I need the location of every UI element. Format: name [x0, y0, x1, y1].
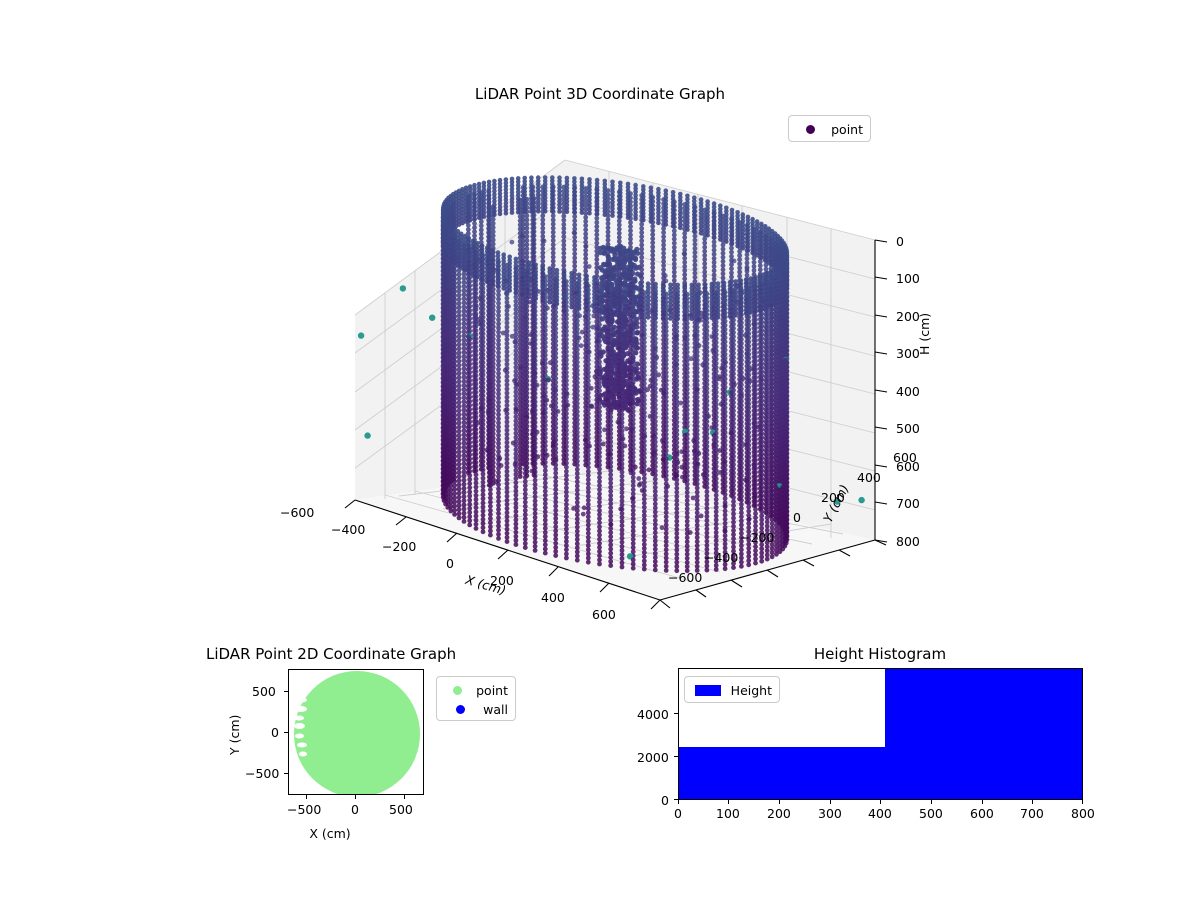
legend-label: Height [725, 683, 772, 698]
histogram-ytickmark [674, 713, 678, 714]
circle-icon [796, 125, 825, 134]
histogram-legend[interactable]: Height [684, 676, 780, 703]
scatter3d-xtick: 0 [446, 556, 454, 571]
circle-icon [444, 686, 470, 695]
scatter3d-xtick: −400 [331, 522, 365, 537]
scatter2d-xtickmark [306, 795, 307, 799]
histogram-xtickmark [779, 800, 780, 804]
color-patch-icon [692, 685, 725, 696]
scatter3d-ytick: −200 [740, 530, 774, 545]
circle-icon [444, 705, 477, 714]
scatter2d-xtick: 0 [351, 802, 359, 817]
scatter3d-ztick: 100 [896, 271, 920, 286]
histogram-xtick: 300 [818, 806, 842, 821]
histogram-ytickmark [674, 756, 678, 757]
histogram-xtick: 100 [716, 806, 740, 821]
scatter2d-axes[interactable] [288, 669, 424, 795]
scatter3d-ztick: 500 [896, 421, 920, 436]
scatter2d-yaxis-label: Y (cm) [227, 715, 242, 755]
scatter3d-zaxis-label: H (cm) [917, 313, 932, 355]
legend-label: point [470, 683, 508, 698]
scatter3d-ztick: 600 [896, 459, 920, 474]
histogram-xtickmark [1032, 800, 1033, 804]
histogram-xtick: 600 [970, 806, 994, 821]
scatter2d-ytick: −500 [245, 766, 279, 781]
scatter2d-ytickmark [284, 773, 288, 774]
histogram-ytick: 2000 [637, 750, 669, 765]
histogram-xtick: 200 [767, 806, 791, 821]
scatter3d-legend[interactable]: point [788, 115, 871, 142]
scatter3d-canvas [300, 140, 920, 640]
scatter2d-xtick: −500 [287, 802, 321, 817]
histogram-xtickmark [728, 800, 729, 804]
scatter3d-axes[interactable]: −600 −400 −200 0 200 400 600 X (cm) 600 … [300, 140, 920, 640]
histogram-ytick: 0 [661, 793, 669, 808]
scatter3d-ytick: 400 [857, 470, 881, 485]
histogram-xtick: 700 [1020, 806, 1044, 821]
scatter2d-ytickmark [284, 691, 288, 692]
histogram-xtickmark [982, 800, 983, 804]
scatter2d-xaxis-label: X (cm) [309, 826, 350, 841]
histogram-ytick: 4000 [637, 707, 669, 722]
histogram-bar[interactable] [885, 669, 1083, 799]
scatter3d-ytick: 0 [793, 510, 801, 525]
scatter3d-ztick: 400 [896, 384, 920, 399]
legend-item-wall[interactable]: wall [444, 700, 508, 719]
legend-item-point[interactable]: point [444, 681, 508, 700]
histogram-title: Height Histogram [730, 645, 1030, 663]
histogram-xtickmark [931, 800, 932, 804]
scatter3d-ztick: 0 [896, 234, 904, 249]
scatter3d-ztick: 700 [896, 496, 920, 511]
scatter2d-legend[interactable]: point wall [436, 676, 516, 721]
legend-item-height[interactable]: Height [692, 681, 772, 700]
scatter2d-ytick: 500 [252, 684, 276, 699]
histogram-xtick: 800 [1071, 806, 1095, 821]
scatter2d-xtick: 500 [389, 802, 413, 817]
scatter2d-title: LiDAR Point 2D Coordinate Graph [206, 645, 496, 663]
matplotlib-figure: LiDAR Point 3D Coordinate Graph [0, 0, 1200, 900]
scatter3d-ztick: 800 [896, 534, 920, 549]
scatter2d-points [288, 669, 424, 795]
legend-label: point [825, 122, 863, 137]
legend-item-point[interactable]: point [796, 120, 863, 139]
scatter3d-title: LiDAR Point 3D Coordinate Graph [420, 85, 780, 103]
scatter3d-ytick: −400 [704, 550, 738, 565]
scatter3d-xtick: −200 [382, 539, 416, 554]
scatter3d-ytick: −600 [668, 570, 702, 585]
histogram-xtickmark [678, 800, 679, 804]
histogram-xtickmark [1082, 800, 1083, 804]
legend-label: wall [477, 702, 508, 717]
scatter3d-xtick: 600 [592, 607, 616, 622]
histogram-xtickmark [880, 800, 881, 804]
histogram-xtick: 0 [674, 806, 682, 821]
scatter3d-xtick: −600 [280, 505, 314, 520]
scatter2d-xtickmark [355, 795, 356, 799]
scatter2d-ytickmark [284, 732, 288, 733]
scatter2d-xtickmark [404, 795, 405, 799]
scatter2d-ytick: 0 [271, 725, 279, 740]
scatter3d-xtick: 400 [541, 590, 565, 605]
histogram-xtick: 500 [919, 806, 943, 821]
histogram-xtickmark [830, 800, 831, 804]
histogram-bar[interactable] [679, 747, 885, 799]
histogram-xtick: 400 [868, 806, 892, 821]
